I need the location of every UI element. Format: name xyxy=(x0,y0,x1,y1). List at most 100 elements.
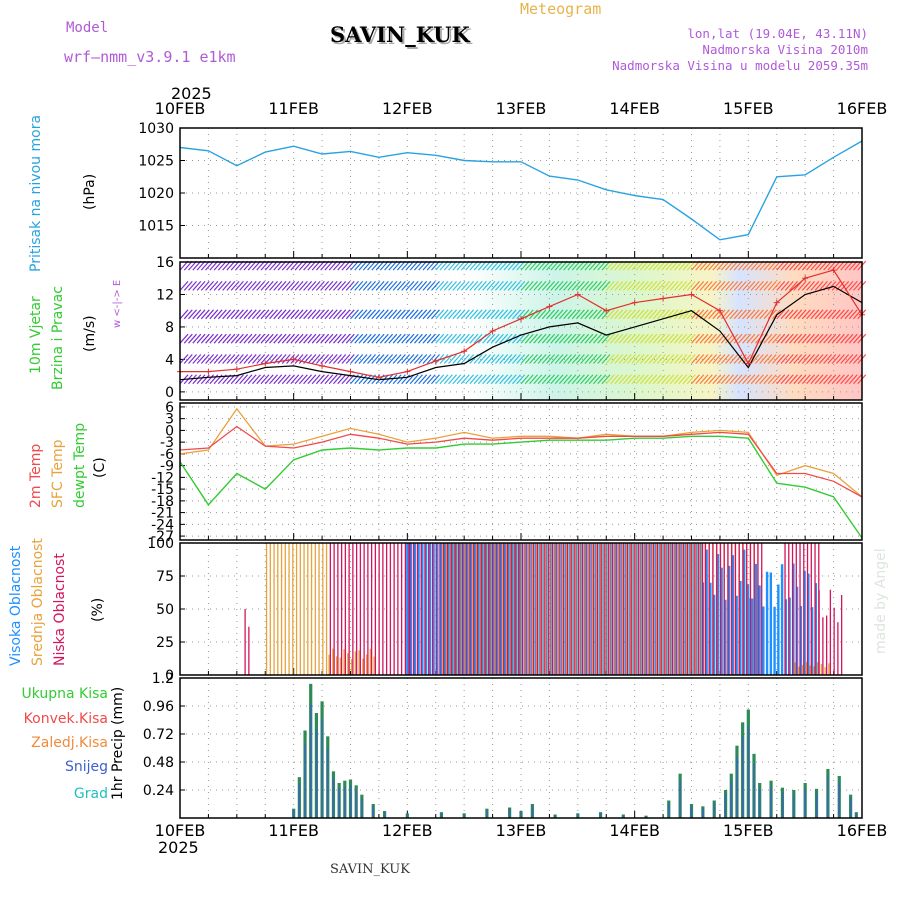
snow-bar xyxy=(827,776,829,818)
wind-barb xyxy=(780,333,790,344)
wind-barb xyxy=(439,354,449,364)
wind-barb xyxy=(499,374,509,385)
wind-gust-marker xyxy=(461,348,468,355)
wind-barb xyxy=(200,309,210,320)
snow-bar xyxy=(804,788,806,818)
wind-barb xyxy=(460,333,470,344)
wind-barb xyxy=(222,309,232,320)
y-tick-label-temperature: -15 xyxy=(151,482,174,498)
y-tick-label-precip: 0.48 xyxy=(143,755,174,771)
wind-barb xyxy=(333,281,342,291)
wind-barb xyxy=(575,281,585,291)
wind-barb xyxy=(776,333,786,344)
wind-barb xyxy=(277,281,287,291)
wind-barb xyxy=(533,281,543,291)
wind-barb xyxy=(691,333,700,344)
wind-barb xyxy=(674,374,683,385)
wind-barb xyxy=(494,309,504,320)
wind-barb xyxy=(337,333,347,344)
panel-frame-clouds xyxy=(179,542,863,676)
wind-barb xyxy=(835,333,845,344)
wind-gust-marker xyxy=(233,366,240,373)
date-label-top: 12FEB xyxy=(382,99,433,118)
wind-barb xyxy=(473,281,483,291)
wind-barb xyxy=(631,309,641,320)
wind-barb xyxy=(226,354,236,364)
wind-barb xyxy=(848,354,858,364)
wind-barb xyxy=(754,354,764,364)
wind-gust-marker xyxy=(773,299,780,306)
wind-barb xyxy=(558,309,568,320)
wind-barb xyxy=(435,281,445,291)
wind-gust-marker xyxy=(319,362,326,369)
wind-barb xyxy=(507,374,517,385)
wind-barb xyxy=(362,374,372,385)
wind-barb xyxy=(286,354,296,364)
wind-gust-marker xyxy=(688,291,695,298)
y-tick-label-clouds: 25 xyxy=(156,635,174,651)
wind-barb xyxy=(627,281,637,291)
wind-barb xyxy=(307,281,317,291)
wind-gust-marker xyxy=(518,315,524,322)
wind-barb xyxy=(200,374,210,385)
wind-barb xyxy=(277,333,287,344)
snow-bar xyxy=(599,813,602,818)
wind-barb xyxy=(486,309,496,320)
wind-barb xyxy=(784,333,794,344)
wind-barb xyxy=(311,333,321,344)
wind-barb xyxy=(780,309,790,320)
wind-barb xyxy=(243,354,253,364)
wind-barb xyxy=(644,333,654,344)
wind-barb xyxy=(345,309,355,320)
wind-barb xyxy=(226,309,236,320)
wind-barb xyxy=(405,354,415,364)
wind-barb xyxy=(200,281,210,291)
wind-barb xyxy=(307,374,317,385)
wind-barb xyxy=(188,309,197,320)
wind-barb xyxy=(358,374,368,385)
wind-barb xyxy=(469,333,479,344)
wind-barb xyxy=(243,374,253,385)
wind-barb xyxy=(541,374,551,385)
wind-barb xyxy=(337,281,347,291)
wind-barb xyxy=(448,309,457,320)
wind-barb xyxy=(512,281,521,291)
wind-barb xyxy=(256,281,266,291)
wind-barb xyxy=(754,281,764,291)
wind-barb xyxy=(439,309,449,320)
panel-frame-temperature xyxy=(179,402,863,541)
wind-barb xyxy=(639,309,649,320)
snow-bar xyxy=(310,703,312,818)
wind-barb xyxy=(827,374,837,385)
wind-speed-line xyxy=(179,285,863,381)
y-tick-label-temperature: 3 xyxy=(165,412,174,428)
wind-barb xyxy=(448,374,457,385)
wind-barb xyxy=(610,309,619,320)
wind-barb xyxy=(243,333,253,344)
wind-barb xyxy=(665,374,675,385)
wind-barb xyxy=(277,374,287,385)
wind-barb xyxy=(222,333,232,344)
wind-barb xyxy=(426,333,436,344)
wind-barb xyxy=(192,333,202,344)
wind-barb xyxy=(520,374,530,385)
wind-barb xyxy=(631,354,641,364)
wind-barb xyxy=(396,333,406,344)
wind-barb xyxy=(188,374,197,385)
wind-barb xyxy=(614,281,624,291)
wind-barb xyxy=(520,281,530,291)
wind-barb xyxy=(550,333,560,344)
wind-barb xyxy=(388,354,398,364)
wind-barb xyxy=(443,374,453,385)
wind-barb xyxy=(546,354,556,364)
wind-barb xyxy=(264,374,274,385)
wind-barb xyxy=(665,333,675,344)
wind-barb xyxy=(840,354,850,364)
wind-barb xyxy=(571,374,581,385)
wind-barb xyxy=(179,354,189,364)
wind-barb xyxy=(435,333,445,344)
wind-barb xyxy=(354,333,364,344)
wind-barb xyxy=(217,333,227,344)
wind-barb xyxy=(362,281,372,291)
wind-barb xyxy=(644,281,654,291)
